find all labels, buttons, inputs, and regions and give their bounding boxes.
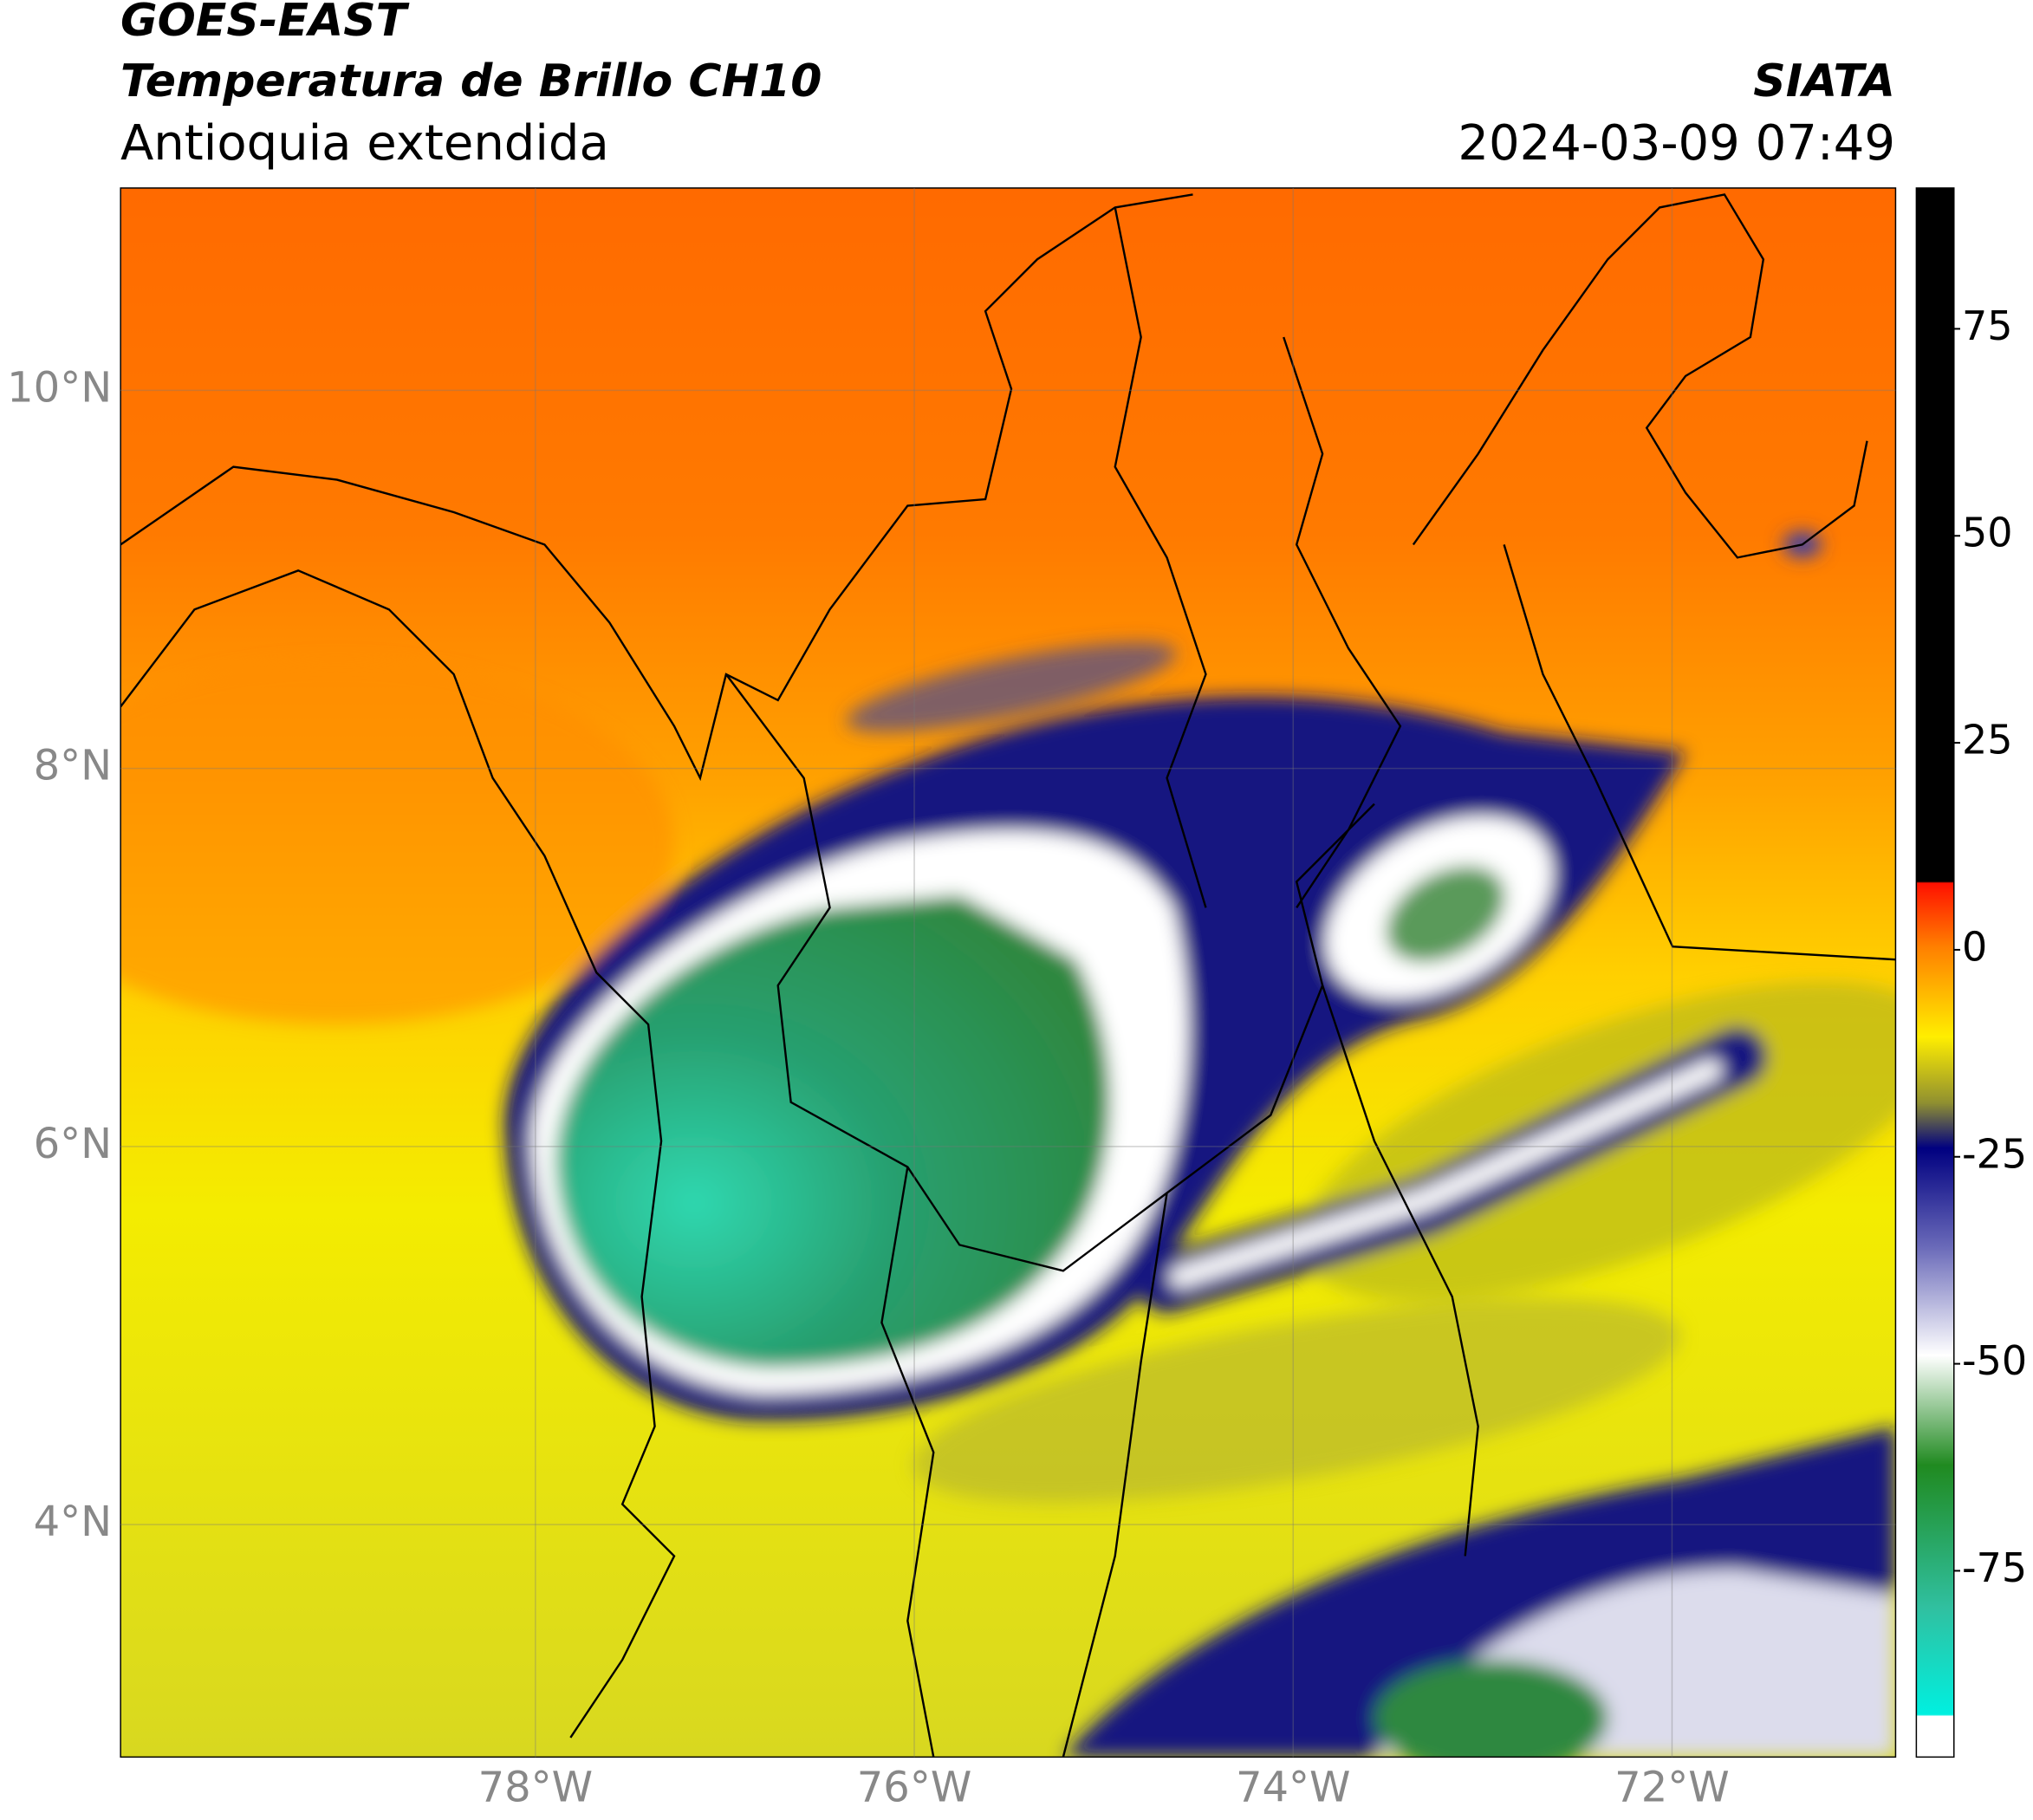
colorbar-label: 0 [1962, 923, 1987, 970]
x-tick-label: 78°W [478, 1763, 594, 1811]
y-tick-label: 6°N [34, 1120, 112, 1168]
colorbar-label: 75 [1962, 302, 2013, 349]
source: SIATA [1753, 55, 1895, 107]
colorbar-label: 50 [1962, 510, 2013, 556]
x-tick-label: 76°W [857, 1763, 972, 1811]
imagery [120, 187, 1955, 1758]
colorbar-label: -50 [1962, 1337, 2027, 1384]
y-tick-label: 10°N [7, 363, 112, 412]
colorbar-label: -25 [1962, 1130, 2027, 1177]
subtitle: Temperatura de Brillo CH10 [120, 55, 822, 107]
y-tick-label: 8°N [34, 742, 112, 790]
x-tick-label: 72°W [1614, 1763, 1730, 1811]
title: GOES-EAST [120, 0, 410, 47]
colorbar-label: 25 [1962, 717, 2013, 764]
region: Antioquia extendida [120, 115, 609, 172]
axes: 78°W 76°W 74°W 72°W 10°N 8°N 6°N 4°N 75 50 25 0 -25 -… [7, 188, 2027, 1811]
colorbar-label: -75 [1962, 1544, 2027, 1591]
y-tick-label: 4°N [34, 1498, 112, 1546]
timestamp: 2024-03-09 07:49 [1458, 115, 1895, 172]
x-tick-label: 74°W [1236, 1763, 1351, 1811]
